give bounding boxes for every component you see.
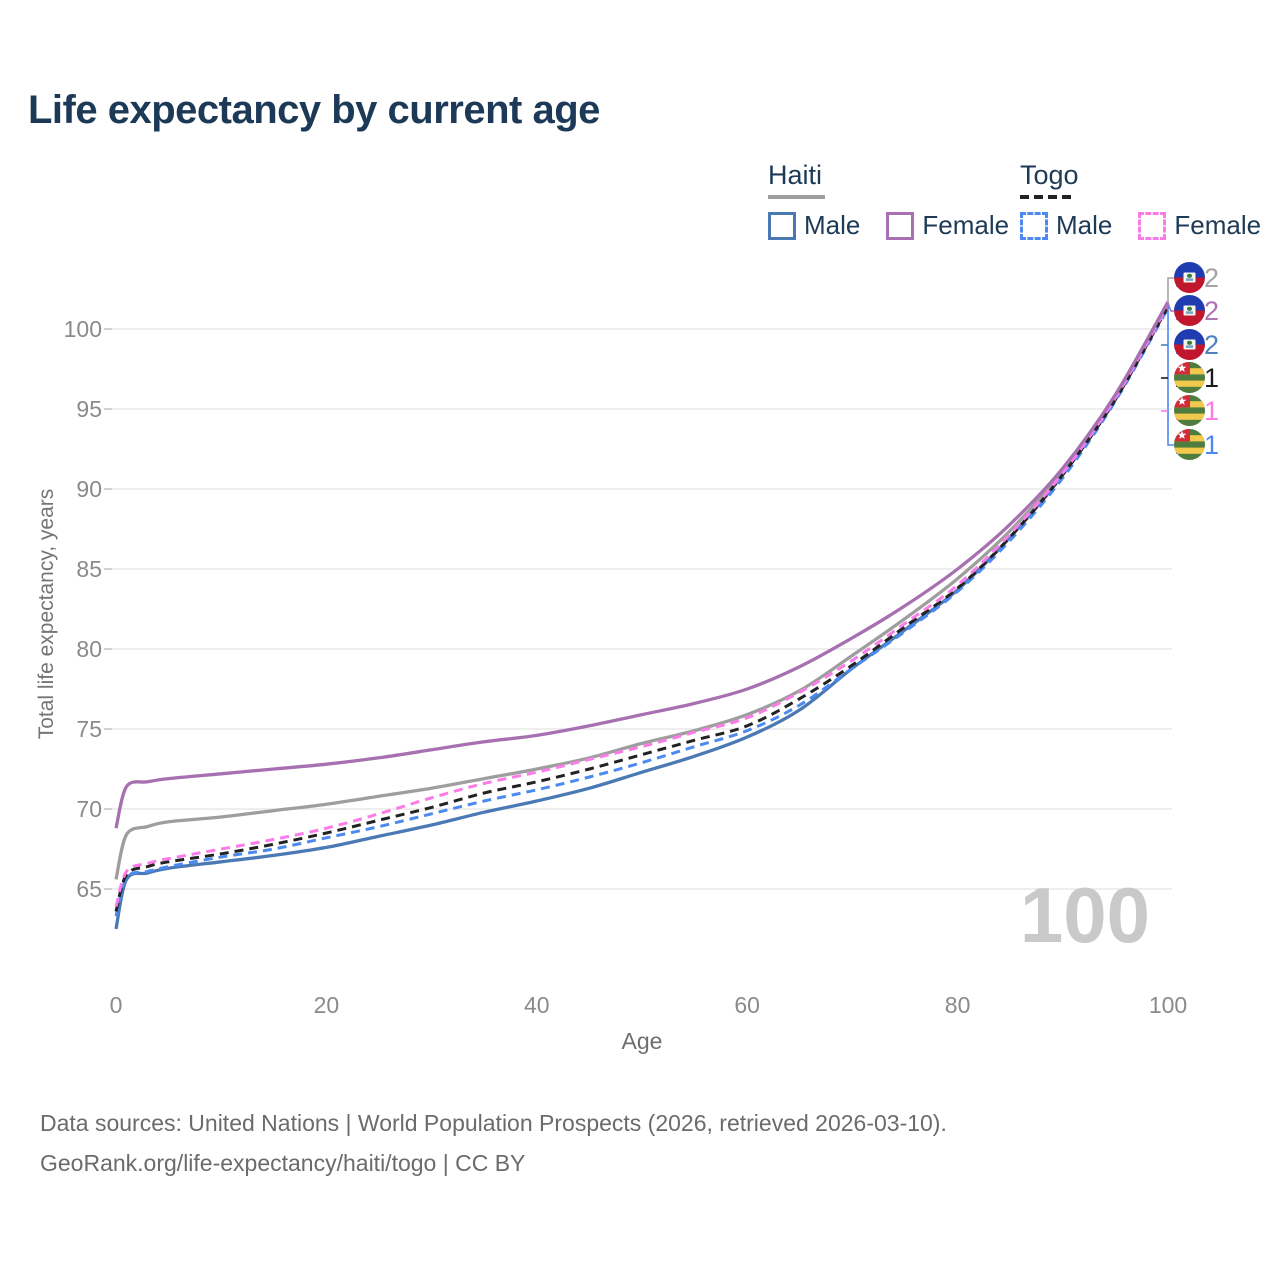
footer-data-sources: Data sources: United Nations | World Pop… <box>40 1110 947 1136</box>
end-label-haiti-female: 102 <box>1174 295 1219 327</box>
legend-group-togo-label: Togo <box>1020 160 1079 190</box>
y-axis-title: Total life expectancy, years <box>35 488 58 740</box>
y-tick-label: 70 <box>76 796 102 822</box>
legend-item-label: Male <box>804 210 861 240</box>
page-title: Life expectancy by current age <box>28 88 600 132</box>
x-tick-label: 0 <box>109 992 123 1018</box>
connector-haiti-all <box>1167 277 1174 304</box>
x-axis-title: Age <box>621 1028 663 1054</box>
haiti-flag-icon <box>1174 262 1205 293</box>
x-tick-label: 60 <box>734 992 760 1018</box>
x-tick-label: 40 <box>524 992 550 1018</box>
y-tick-label: 65 <box>76 876 102 902</box>
togo-female-swatch-icon <box>1138 211 1167 240</box>
connector-haiti-female <box>1167 303 1174 312</box>
haiti-male-swatch-icon <box>768 211 796 240</box>
togo-flag-icon <box>1174 429 1205 460</box>
haiti-line-style-sample <box>768 195 825 199</box>
legend-item-label: Female <box>922 210 1010 240</box>
end-label-togo-male: 101 <box>1174 429 1219 461</box>
y-tick-label: 95 <box>76 396 102 422</box>
y-tick-label: 90 <box>76 476 102 502</box>
legend-item-label: Male <box>1056 210 1113 240</box>
age-counter: 100 <box>1019 871 1150 959</box>
legend-item-haiti-female[interactable]: Female <box>886 210 1009 241</box>
connector-togo-male <box>1167 306 1174 446</box>
line-togo[interactable] <box>114 305 1170 912</box>
legend-item-togo-female[interactable]: Female <box>1138 210 1261 241</box>
line-haiti-male[interactable] <box>114 304 1170 930</box>
haiti-female-swatch-icon <box>886 211 915 240</box>
togo-flag-icon <box>1174 362 1205 393</box>
togo-male-swatch-icon <box>1020 211 1048 240</box>
togo-flag-icon <box>1174 395 1205 426</box>
line-togo-male[interactable] <box>114 307 1170 917</box>
legend-item-togo-male[interactable]: Male <box>1020 210 1112 241</box>
end-label-haiti: 102 <box>1174 262 1219 294</box>
end-label-togo: 101 <box>1174 362 1219 394</box>
x-tick-label: 80 <box>944 992 971 1018</box>
y-tick-label: 85 <box>76 556 102 582</box>
togo-line-style-sample <box>1020 195 1073 199</box>
line-togo-female[interactable] <box>114 304 1170 908</box>
haiti-flag-icon <box>1174 329 1205 360</box>
y-tick-label: 75 <box>76 716 102 742</box>
y-tick-label: 80 <box>76 636 102 662</box>
legend-item-label: Female <box>1174 210 1262 240</box>
line-haiti[interactable] <box>114 302 1170 880</box>
legend-group-haiti-label: Haiti <box>768 160 823 190</box>
end-label-haiti-male: 102 <box>1174 329 1219 361</box>
legend-group-togo: Togo Male Female <box>1020 160 1261 241</box>
footer-url[interactable]: GeoRank.org/life-expectancy/haiti/togo |… <box>40 1150 526 1176</box>
y-tick-label: 100 <box>63 316 102 342</box>
haiti-flag-icon <box>1174 295 1205 326</box>
x-tick-label: 100 <box>1148 992 1188 1018</box>
line-haiti-female[interactable] <box>114 300 1170 829</box>
legend-item-haiti-male[interactable]: Male <box>768 210 860 241</box>
legend-group-haiti: Haiti Male Female <box>768 160 1009 241</box>
end-label-togo-female: 101 <box>1174 395 1219 427</box>
x-tick-label: 20 <box>313 992 340 1018</box>
